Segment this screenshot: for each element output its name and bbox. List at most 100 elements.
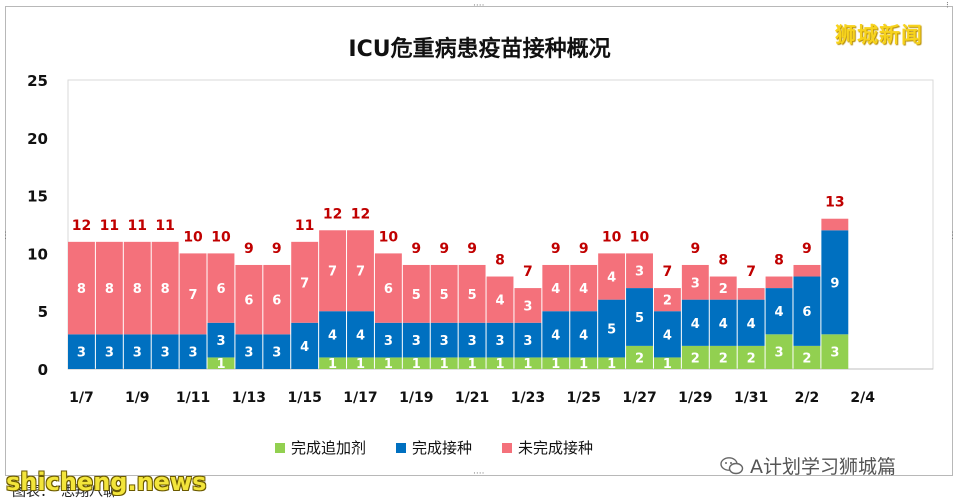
segment-label-booster: 2: [747, 351, 756, 366]
bar-segment-complete: [709, 299, 737, 346]
segment-label-complete: 3: [495, 334, 504, 349]
segment-label-booster: 1: [468, 357, 477, 372]
bar-segment-complete: [151, 334, 179, 369]
legend-swatch-incomplete: [502, 442, 513, 453]
bar-segment-booster: [402, 357, 430, 369]
bar-segment-booster: [653, 357, 681, 369]
x-tick-label: 1/15: [288, 390, 322, 406]
segment-label-complete: 4: [551, 328, 560, 343]
segment-label-booster: 3: [775, 346, 784, 361]
segment-label-incomplete: 5: [468, 288, 477, 303]
bar-segment-booster: [347, 357, 374, 369]
segment-label-incomplete: 8: [105, 282, 114, 297]
bar-segment-complete: [123, 334, 151, 369]
bar-segment-booster: [514, 357, 542, 369]
segment-label-complete: 3: [468, 334, 477, 349]
bar-segment-complete: [626, 288, 653, 346]
resize-handle-top-right[interactable]: ⁝: [946, 1, 949, 11]
segment-label-incomplete: 6: [216, 282, 225, 297]
x-tick-label: 2/4: [850, 390, 875, 406]
segment-label-incomplete: 7: [328, 265, 337, 280]
segment-label-complete: 3: [77, 346, 86, 361]
total-label: 7: [746, 264, 756, 280]
bar-segment-incomplete: [458, 264, 486, 323]
bar-segment-complete: [430, 322, 458, 358]
bar-segment-booster: [681, 345, 709, 369]
segment-label-complete: 3: [412, 334, 421, 349]
bar-segment-complete: [374, 322, 402, 358]
segment-label-booster: 1: [523, 357, 532, 372]
segment-label-booster: 1: [412, 357, 421, 372]
bar-segment-complete: [681, 299, 709, 346]
total-label: 9: [411, 241, 421, 257]
bar-segment-booster: [458, 357, 486, 369]
bar-segment-booster: [821, 334, 849, 369]
segment-label-complete: 3: [523, 334, 532, 349]
wechat-icon: [720, 456, 744, 474]
x-tick-label: 1/19: [399, 390, 433, 406]
segment-label-incomplete: 3: [523, 299, 532, 314]
total-label: 8: [495, 253, 505, 269]
bar-segment-incomplete: [514, 288, 542, 323]
segment-label-incomplete: 5: [440, 288, 449, 303]
segment-label-incomplete: 3: [691, 276, 700, 291]
bar-segment-incomplete: [626, 253, 653, 289]
legend-item-incomplete: 未完成接种: [502, 437, 593, 458]
x-tick-label: 1/7: [69, 390, 94, 406]
total-label: 10: [602, 229, 622, 245]
x-tick-label: 1/9: [125, 390, 150, 406]
bar-segment-incomplete: [291, 241, 319, 323]
resize-handle-left[interactable]: ⋮: [1, 231, 10, 241]
segment-label-incomplete: 4: [551, 282, 560, 297]
image-caption: 图表：“思翔八聊”: [12, 484, 125, 500]
bar-segment-complete: [179, 334, 207, 369]
segment-label-complete: 9: [830, 276, 839, 291]
segment-label-booster: 1: [356, 357, 365, 372]
segment-label-incomplete: 2: [719, 282, 728, 297]
bar-segment-complete: [598, 299, 626, 358]
segment-label-incomplete: 4: [607, 271, 616, 286]
segment-label-incomplete: 3: [635, 265, 644, 280]
segment-label-complete: 3: [133, 346, 142, 361]
chart-legend: 完成追加剂 完成接种 未完成接种: [275, 437, 593, 458]
bar-segment-incomplete: [179, 253, 207, 335]
x-tick-label: 1/25: [567, 390, 601, 406]
bar-segment-booster: [709, 345, 737, 369]
x-tick-label: 1/13: [232, 390, 266, 406]
segment-label-complete: 3: [440, 334, 449, 349]
bar-segment-complete: [765, 288, 793, 335]
total-label: 11: [100, 218, 119, 234]
bar-segment-complete: [319, 311, 347, 358]
resize-handle-top[interactable]: ····: [473, 1, 485, 11]
segment-label-complete: 3: [384, 334, 393, 349]
segment-label-incomplete: 5: [412, 288, 421, 303]
bar-segment-complete: [793, 276, 821, 346]
total-label: 12: [72, 218, 91, 234]
bar-segment-complete: [514, 322, 542, 358]
segment-label-booster: 1: [440, 357, 449, 372]
legend-item-complete: 完成接种: [396, 437, 472, 458]
bar-segment-incomplete: [709, 276, 737, 300]
segment-label-booster: 1: [551, 357, 560, 372]
bar-segment-complete: [542, 311, 570, 358]
x-tick-label: 1/23: [511, 390, 545, 406]
resize-handle-bottom[interactable]: ····: [473, 469, 485, 479]
legend-label-complete: 完成接种: [412, 439, 473, 457]
segment-label-incomplete: 2: [663, 294, 672, 309]
total-label: 9: [272, 241, 282, 257]
bar-segment-complete: [263, 334, 291, 369]
segment-label-booster: 1: [607, 357, 616, 372]
segment-label-complete: 5: [635, 311, 644, 326]
total-label: 8: [718, 253, 728, 269]
bar-segment-complete: [95, 334, 123, 369]
segment-label-complete: 3: [216, 334, 225, 349]
total-label: 7: [663, 264, 673, 280]
bar-segment-incomplete: [430, 264, 458, 323]
total-label: 11: [128, 218, 147, 234]
bar-segment-complete: [570, 311, 598, 358]
resize-handle-right[interactable]: ⋮: [948, 231, 957, 241]
y-tick-label: 5: [38, 303, 48, 321]
segment-label-booster: 2: [635, 351, 644, 366]
x-tick-label: 1/31: [734, 390, 768, 406]
